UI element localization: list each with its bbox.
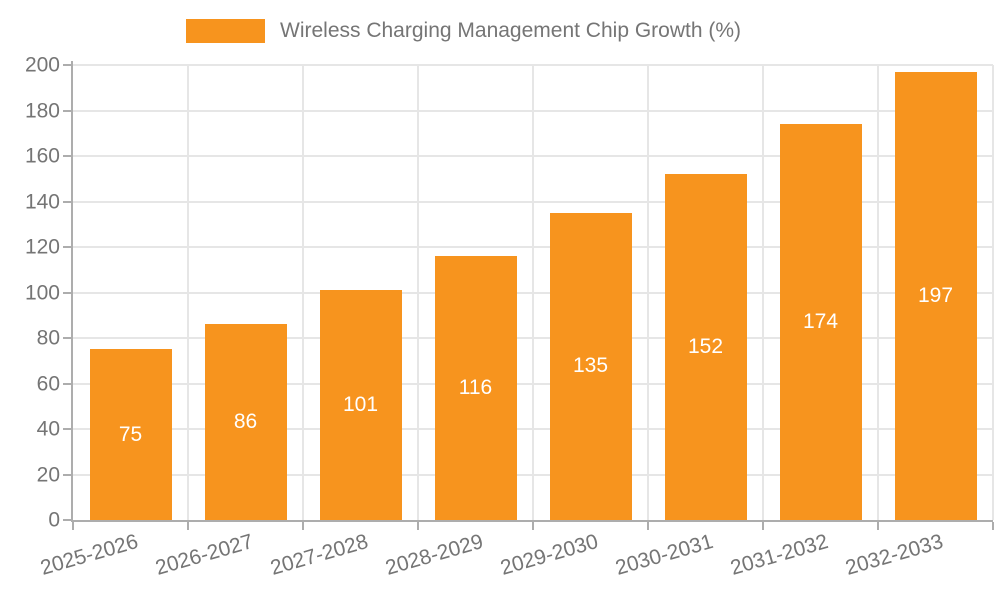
y-axis-tick-label: 200 [24, 53, 60, 77]
plot-area: 75 86 101 116 135 152 174 197 [63, 61, 994, 530]
gridline-vertical [302, 65, 304, 520]
y-axis-tick-label: 40 [36, 417, 60, 441]
bar-value-label: 174 [802, 310, 839, 334]
bar: 101 [319, 290, 402, 520]
x-axis-category-label: 2028-2029 [382, 530, 486, 580]
bar-value-label: 135 [572, 354, 609, 378]
bar: 75 [89, 349, 172, 520]
gridline-vertical [187, 65, 189, 520]
legend: Wireless Charging Management Chip Growth… [186, 19, 741, 43]
y-axis-tick [63, 109, 71, 112]
x-axis-line [71, 520, 993, 522]
x-axis-tick [877, 522, 879, 530]
x-axis-tick [187, 522, 189, 530]
y-axis-tick [63, 473, 71, 476]
x-axis-tick [532, 522, 534, 530]
bar: 152 [664, 174, 747, 520]
bar: 135 [549, 212, 632, 520]
x-axis-category-label: 2029-2030 [497, 530, 601, 580]
bar-value-label: 152 [687, 335, 724, 359]
y-axis-tick-label: 100 [24, 281, 60, 304]
x-axis-category-label: 2032-2033 [842, 530, 946, 580]
y-axis-labels: 0 20 40 60 80 100 120 140 160 180 200 [0, 55, 60, 531]
y-axis-tick [63, 382, 71, 385]
gridline-vertical [877, 65, 879, 520]
y-axis-tick-label: 80 [36, 326, 60, 350]
y-axis-tick-label: 160 [24, 144, 60, 168]
bar: 174 [779, 124, 862, 520]
bar-value-label: 101 [342, 393, 379, 417]
bar-value-label: 197 [917, 283, 954, 307]
x-axis-category-label: 2031-2032 [727, 530, 831, 580]
bar: 116 [434, 256, 517, 520]
x-axis-tick [762, 522, 764, 530]
gridline-vertical [532, 65, 534, 520]
bar: 197 [894, 71, 977, 520]
x-axis-tick [417, 522, 419, 530]
y-axis-tick [63, 337, 71, 339]
y-axis-tick-label: 20 [36, 463, 60, 486]
y-axis-tick [63, 155, 71, 157]
bar: 86 [204, 324, 287, 520]
x-axis-tick [302, 522, 304, 530]
y-axis-tick [63, 64, 71, 66]
y-axis-tick [63, 200, 71, 203]
x-axis-category-label: 2030-2031 [612, 530, 716, 580]
y-axis-tick [63, 246, 71, 248]
legend-swatch [186, 19, 265, 43]
legend-label: Wireless Charging Management Chip Growth… [280, 19, 742, 42]
x-axis-category-label: 2027-2028 [267, 530, 371, 580]
y-axis-tick-label: 180 [24, 99, 60, 122]
bar-value-label: 86 [233, 410, 258, 434]
gridline-vertical [417, 65, 419, 520]
bar-value-label: 75 [118, 422, 143, 446]
y-axis-tick [63, 291, 71, 294]
gridline-vertical [992, 65, 994, 520]
x-axis-category-label: 2026-2027 [152, 530, 256, 580]
x-axis-tick [992, 522, 994, 530]
x-axis-tick [72, 522, 74, 530]
x-axis-category-label: 2025-2026 [37, 530, 141, 580]
bar-value-label: 116 [458, 376, 493, 400]
gridline-vertical [647, 65, 649, 520]
x-axis-labels: 2025-2026 2026-2027 2027-2028 2028-2029 2029… [38, 530, 993, 600]
y-axis-tick-label: 0 [48, 508, 60, 532]
x-axis-tick [647, 522, 649, 530]
y-axis-tick-label: 120 [24, 235, 60, 259]
y-axis-tick [63, 428, 71, 430]
y-axis-tick-label: 140 [24, 190, 60, 213]
y-axis-line [71, 61, 73, 522]
gridline-vertical [762, 65, 764, 520]
y-axis-tick [63, 519, 71, 521]
y-axis-tick-label: 60 [36, 372, 60, 395]
